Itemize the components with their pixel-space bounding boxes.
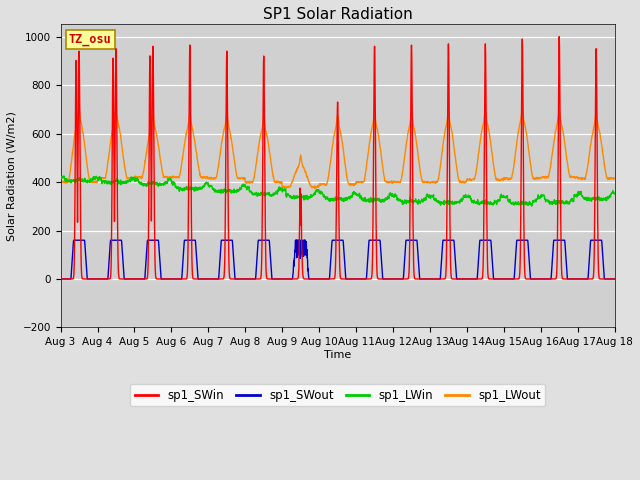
Title: SP1 Solar Radiation: SP1 Solar Radiation (263, 7, 413, 22)
Legend: sp1_SWin, sp1_SWout, sp1_LWin, sp1_LWout: sp1_SWin, sp1_SWout, sp1_LWin, sp1_LWout (130, 384, 545, 407)
Y-axis label: Solar Radiation (W/m2): Solar Radiation (W/m2) (7, 111, 17, 241)
X-axis label: Time: Time (324, 350, 351, 360)
Text: TZ_osu: TZ_osu (69, 33, 111, 46)
